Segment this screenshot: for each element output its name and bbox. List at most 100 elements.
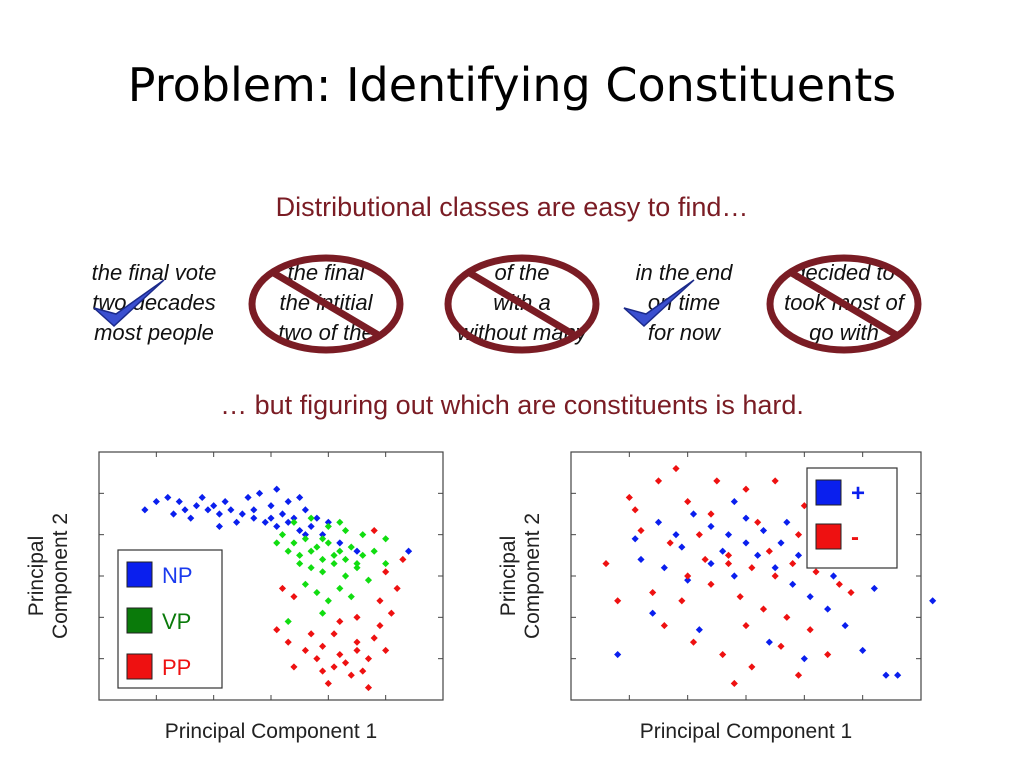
data-point-vp: [324, 597, 332, 605]
data-point-: [824, 605, 832, 613]
data-point-: [870, 584, 878, 592]
legend-swatch: [126, 561, 153, 588]
data-point-: [724, 560, 733, 568]
data-point-np: [152, 498, 160, 506]
data-point-: [684, 498, 692, 506]
data-point-vp: [290, 539, 298, 547]
data-point-: [771, 477, 779, 485]
data-point-np: [187, 514, 195, 522]
data-point-: [730, 572, 738, 580]
x-axis-label: Principal Component 1: [640, 720, 852, 743]
data-point-: [859, 646, 867, 654]
data-point-: [794, 551, 803, 559]
data-point-: [707, 522, 715, 530]
legend-swatch: [815, 479, 842, 506]
data-point-vp: [330, 560, 338, 568]
data-point-vp: [307, 564, 315, 572]
data-point-: [719, 650, 727, 659]
data-point-: [759, 526, 768, 535]
data-point-pp: [382, 646, 390, 654]
data-point-vp: [301, 535, 309, 543]
data-point-vp: [336, 547, 344, 555]
data-point-vp: [324, 522, 332, 530]
data-point-pp: [341, 659, 350, 667]
subtitle-hard: … but figuring out which are constituent…: [220, 390, 804, 420]
data-point-: [929, 597, 937, 605]
data-point-vp: [324, 539, 332, 547]
data-point-: [800, 655, 808, 663]
data-point-np: [192, 502, 201, 510]
data-point-: [765, 638, 773, 646]
data-point-pp: [359, 667, 367, 675]
data-point-vp: [319, 535, 327, 543]
legend-swatch: [126, 653, 153, 680]
data-point-np: [267, 514, 275, 522]
data-point-: [777, 539, 785, 547]
data-point-: [742, 622, 750, 630]
data-point-np: [169, 510, 178, 518]
data-point-: [631, 535, 639, 543]
data-point-np: [278, 510, 287, 518]
data-point-vp: [341, 555, 350, 564]
data-point-np: [198, 493, 206, 502]
data-point-: [614, 650, 622, 659]
data-point-np: [227, 506, 235, 514]
subtitle-easy: Distributional classes are easy to find…: [275, 192, 749, 222]
data-point-: [748, 663, 756, 671]
data-point-vp: [319, 568, 327, 576]
data-point-: [789, 580, 797, 588]
data-point-vp: [319, 609, 327, 617]
data-point-np: [255, 489, 264, 497]
data-point-vp: [307, 514, 315, 522]
data-point-vp: [284, 617, 292, 626]
data-point-: [695, 626, 703, 634]
data-point-vp: [364, 576, 373, 584]
data-point-: [742, 485, 750, 493]
data-point-vp: [353, 560, 361, 568]
data-point-vp: [290, 518, 298, 526]
legend-label: NP: [162, 563, 193, 588]
data-point-: [847, 588, 855, 597]
data-point-np: [273, 485, 281, 493]
data-point-: [894, 671, 902, 679]
data-point-: [841, 622, 849, 630]
data-point-: [835, 580, 843, 588]
data-point-pp: [319, 667, 327, 675]
data-point-: [742, 514, 750, 522]
legend-label: +: [851, 480, 865, 507]
data-point-pp: [393, 584, 401, 592]
data-point-: [812, 568, 820, 576]
data-point-pp: [330, 663, 338, 671]
data-point-vp: [296, 551, 304, 559]
data-point-np: [250, 506, 258, 514]
data-point-pp: [387, 609, 395, 617]
data-point-np: [238, 510, 246, 518]
data-point-: [754, 551, 762, 559]
y-axis-label: PrincipalComponent 2: [25, 513, 72, 639]
data-point-: [672, 531, 680, 539]
data-point-np: [215, 522, 223, 530]
data-point-pp: [370, 526, 378, 535]
data-point-: [637, 555, 645, 564]
data-point-: [771, 564, 779, 572]
data-point-np: [307, 522, 315, 530]
data-point-pp: [307, 630, 315, 638]
data-point-pp: [301, 646, 309, 654]
data-point-pp: [399, 555, 407, 564]
data-point-: [724, 531, 733, 539]
data-point-vp: [313, 543, 321, 551]
data-point-: [654, 477, 663, 485]
data-point-: [678, 543, 686, 551]
data-point-: [754, 518, 762, 526]
slide-title: Problem: Identifying Constituents: [127, 58, 897, 112]
data-point-np: [313, 514, 321, 522]
data-point-pp: [290, 663, 298, 671]
data-point-np: [405, 547, 413, 555]
data-point-pp: [278, 584, 287, 592]
data-point-vp: [347, 543, 355, 551]
data-point-pp: [273, 626, 281, 634]
data-point-: [794, 671, 803, 679]
data-point-np: [215, 510, 223, 518]
data-point-: [684, 572, 692, 580]
data-point-: [637, 526, 645, 535]
